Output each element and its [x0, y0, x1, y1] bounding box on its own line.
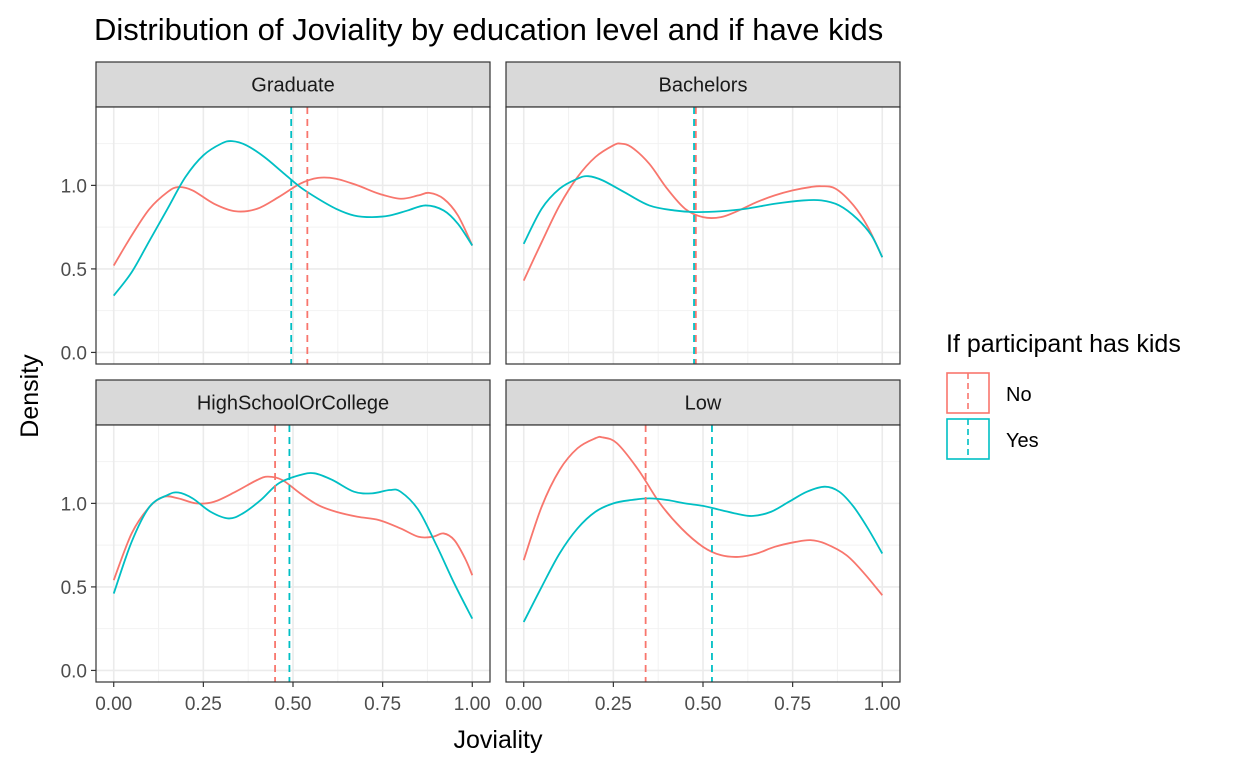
density-line-no — [522, 142, 884, 281]
panel-bachelors: Bachelors — [505, 61, 901, 365]
panel-border — [95, 106, 491, 365]
y-tick-label: 0.5 — [61, 260, 87, 281]
gridlines — [506, 107, 900, 364]
x-tick-label: 0.00 — [95, 694, 132, 715]
x-tick-label: 0.00 — [505, 694, 542, 715]
panel-border — [505, 106, 901, 365]
y-tick-label: 0.5 — [61, 578, 87, 599]
legend-key-yes — [946, 418, 990, 460]
strip-bg — [95, 379, 491, 426]
x-tick-label: 0.50 — [275, 694, 312, 715]
strip-label-graduate: Graduate — [251, 75, 334, 97]
gridlines — [96, 425, 490, 682]
strip-label-bachelors: Bachelors — [659, 75, 748, 97]
density-line-no — [112, 176, 474, 267]
density-line-yes — [522, 175, 884, 258]
panel-highschoolorcollege: HighSchoolOrCollege 0.0 0.5 1.0 0.00 0.25 0.50… — [61, 379, 491, 715]
chart-title: Distribution of Joviality by education l… — [94, 12, 883, 47]
x-tick-label: 0.75 — [774, 694, 811, 715]
legend-title: If participant has kids — [946, 330, 1181, 358]
strip-label-highschoolorcollege: HighSchoolOrCollege — [197, 393, 389, 415]
density-line-yes — [522, 485, 884, 623]
x-tick-label: 1.00 — [864, 694, 901, 715]
x-tick-label: 0.50 — [685, 694, 722, 715]
strip-bg — [505, 379, 901, 426]
x-tick-label: 0.25 — [595, 694, 632, 715]
y-axis-title: Density — [16, 354, 44, 438]
y-tick-label: 1.0 — [61, 176, 87, 197]
legend: If participant has kids No Yes — [946, 330, 1181, 460]
strip-bg — [95, 61, 491, 108]
density-line-no — [522, 435, 883, 596]
panel-graduate: Graduate 0.0 0.5 1.0 — [61, 61, 491, 365]
strip-label-low: Low — [685, 393, 722, 415]
y-tick-label: 0.0 — [61, 343, 87, 364]
density-line-no — [112, 475, 474, 581]
gridlines — [96, 107, 490, 364]
y-tick-label: 1.0 — [61, 494, 87, 515]
y-tick-label: 0.0 — [61, 661, 87, 682]
x-axis-title: Joviality — [454, 726, 543, 754]
x-tick-label: 0.75 — [364, 694, 401, 715]
legend-label-yes: Yes — [1006, 430, 1039, 452]
panel-low: Low 0.00 0.25 0.50 0.75 1.00 — [505, 379, 901, 715]
x-tick-label: 1.00 — [454, 694, 491, 715]
panels-layer: Graduate 0.0 0.5 1.0 Bachelors HighSchoolOrCo… — [61, 61, 901, 715]
legend-key-no — [946, 372, 990, 414]
legend-label-no: No — [1006, 384, 1032, 406]
x-tick-label: 0.25 — [185, 694, 222, 715]
